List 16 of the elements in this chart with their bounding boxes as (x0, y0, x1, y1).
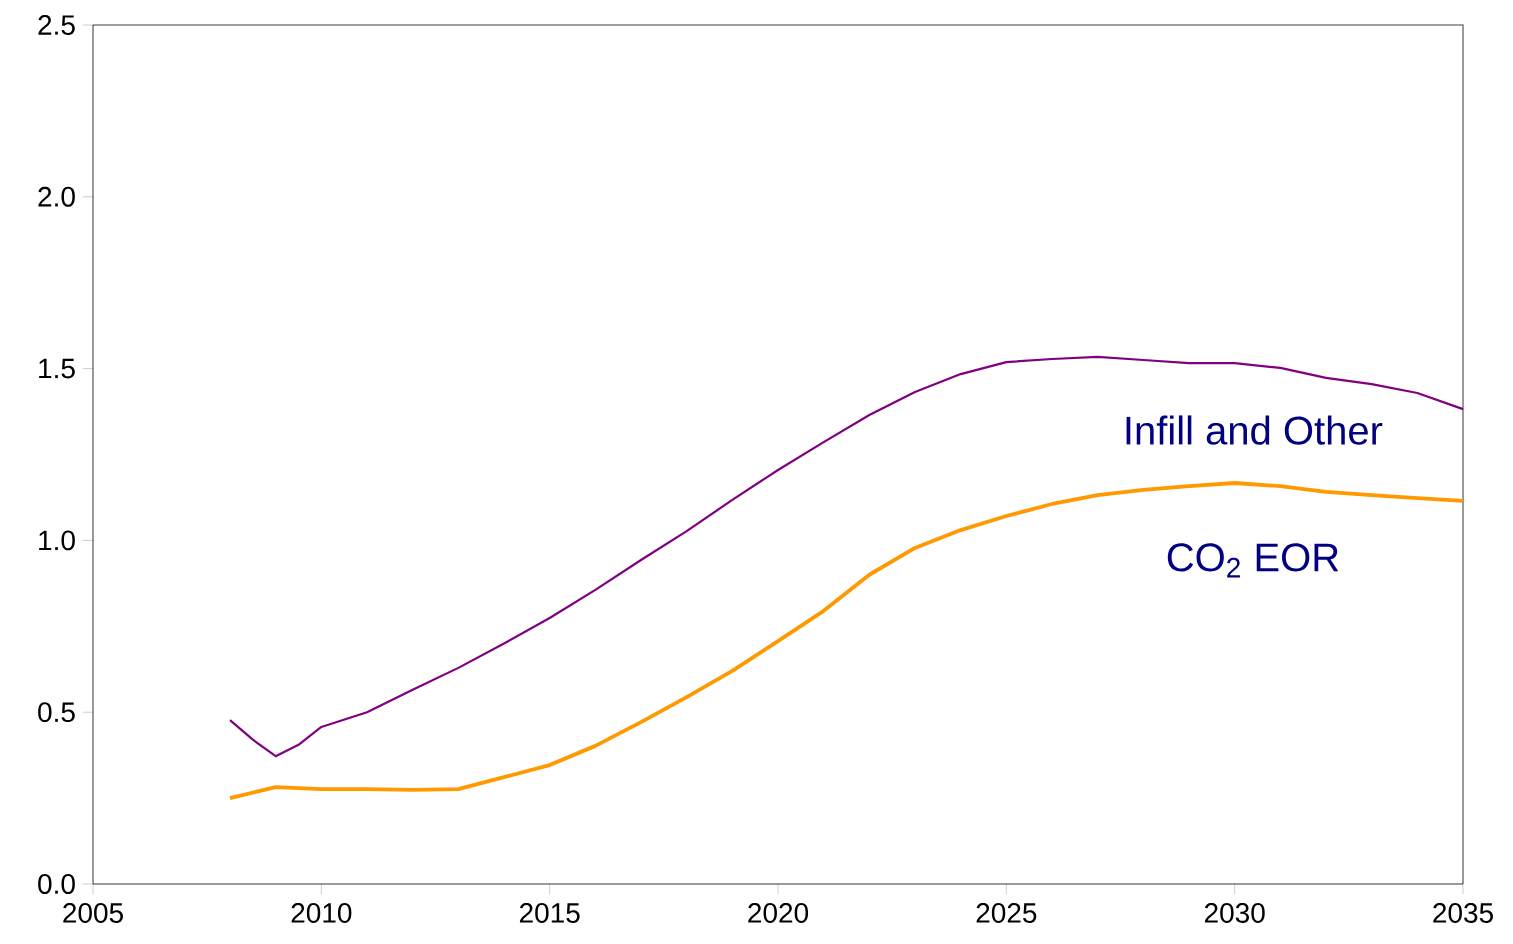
y-tick-label: 1.0 (39, 530, 75, 551)
y-tick-label: 2.0 (38, 186, 75, 207)
y-tick-label: 0.0 (38, 874, 75, 894)
series-label: Infill and Other (1126, 415, 1383, 445)
y-tick-label: 1.5 (39, 358, 75, 379)
y-tick-label: 2.5 (38, 15, 75, 35)
x-tick-label: 2035 (1433, 903, 1493, 923)
y-tick-label: 0.5 (38, 702, 75, 723)
x-tick-label: 2005 (63, 903, 123, 923)
x-tick-label: 2025 (976, 903, 1037, 923)
x-tick-label: 2020 (748, 903, 809, 923)
series-label: CO$_{2}$ EOR (1167, 543, 1339, 578)
line-series (228, 355, 1465, 758)
x-tick-label: 2015 (519, 903, 580, 923)
x-tick-label: 2010 (291, 903, 352, 923)
x-tick-label: 2030 (1204, 903, 1265, 923)
